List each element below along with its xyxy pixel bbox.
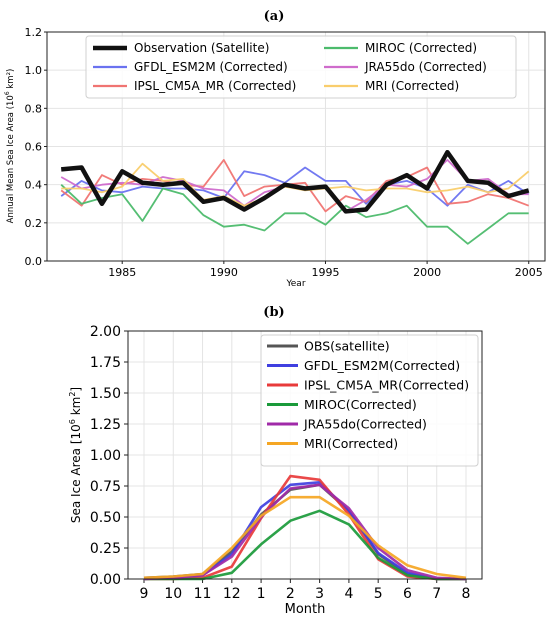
chart-panel-a: (a) 0.0 0.2 0.4 0.6 0.8 1.0 1.2 1985 1990 1995 200… [4, 9, 546, 289]
panel-a-legend-entry: JRA55do (Corrected) [364, 60, 487, 74]
panel-a-x-tick-label: 2005 [515, 266, 543, 279]
panel-b-x-tick-label: 2 [286, 586, 295, 602]
panel-b-x-tick-label: 3 [315, 586, 324, 602]
panel-a-y-tick-label: 0.6 [25, 141, 43, 154]
panel-b-x-tick-label: 10 [164, 586, 182, 602]
panel-b-x-tick-label: 6 [403, 586, 412, 602]
panel-b-y-tick-label: 2.00 [90, 324, 121, 340]
panel-b-y-tick-label: 0.50 [90, 510, 121, 526]
panel-a-x-tick-label: 1995 [311, 266, 339, 279]
panel-a-legend-entry: MIROC (Corrected) [365, 41, 477, 55]
panel-a-y-tick-label: 0.0 [25, 255, 43, 268]
panel-b-legend: OBS(satellite) GFDL_ESM2M(Corrected) IPSL_… [260, 334, 479, 467]
panel-b-legend-entry: GFDL_ESM2M(Corrected) [304, 358, 460, 373]
panel-a-series-lines [60, 149, 530, 245]
panel-a-y-tick-label: 0.2 [25, 217, 43, 230]
panel-b-y-tick-label: 0.00 [90, 572, 121, 588]
panel-b-x-tick-label: 4 [344, 586, 353, 602]
panel-a-legend: Observation (Satellite) GFDL_ESM2M (Corre… [85, 35, 517, 99]
panel-a-y-tick-label: 0.4 [25, 179, 43, 192]
panel-b-y-tick-label: 1.50 [90, 386, 121, 402]
panel-b-y-axis-label: Sea Ice Area [106 km2] [68, 387, 83, 523]
panel-a-series-line [60, 184, 529, 245]
panel-a-legend-entry: Observation (Satellite) [134, 41, 269, 55]
panel-b-x-tick-label: 7 [432, 586, 441, 602]
panel-b-legend-entry: IPSL_CM5A_MR(Corrected) [304, 378, 469, 393]
panel-b-legend-entry: MRI(Corrected) [304, 436, 398, 451]
panel-b-tick-labels: 0.00 0.25 0.50 0.75 1.00 1.25 1.50 1.75 2.00 9 10 1… [90, 324, 471, 602]
panel-a-y-tick-label: 1.2 [25, 26, 43, 39]
panel-b-x-tick-label: 1 [257, 586, 266, 602]
panel-b-legend-entry: MIROC(Corrected) [304, 397, 417, 412]
panel-a-x-tick-label: 1985 [108, 266, 136, 279]
panel-b-legend-box [260, 334, 479, 467]
panel-b-legend-entry: JRA55do(Corrected) [303, 417, 427, 432]
panel-a-legend-entry: GFDL_ESM2M (Corrected) [134, 60, 288, 74]
panel-a-label: (a) [264, 9, 285, 24]
panel-b-label: (b) [263, 305, 284, 320]
panel-a-y-axis-label: Annual Mean Sea Ice Area (106 km²) [4, 69, 16, 224]
panel-b-x-tick-label: 9 [140, 586, 149, 602]
panel-a-y-tick-label: 0.8 [25, 102, 43, 115]
panel-a-series-line [60, 149, 530, 214]
panel-a-legend-entry: MRI (Corrected) [365, 79, 459, 93]
panel-b-x-axis-label: Month [285, 602, 326, 617]
panel-b-x-tick-label: 5 [374, 586, 383, 602]
panel-a-series-line [60, 166, 530, 207]
panel-a-x-tick-label: 1990 [210, 266, 238, 279]
panel-a-tick-labels: 0.0 0.2 0.4 0.6 0.8 1.0 1.2 1985 1990 1995 2000 200… [25, 26, 543, 279]
panel-a-x-tick-label: 2000 [413, 266, 441, 279]
panel-a-legend-box [85, 35, 517, 99]
panel-b-y-tick-label: 1.75 [90, 355, 121, 371]
panel-b-x-tick-label: 12 [223, 586, 241, 602]
panel-b-x-tick-label: 11 [194, 586, 212, 602]
panel-a-x-axis-label: Year [285, 279, 305, 289]
panel-a-legend-entry: IPSL_CM5A_MR (Corrected) [134, 79, 296, 93]
panel-b-x-tick-label: 8 [462, 586, 471, 602]
panel-b-series-line [143, 495, 467, 580]
panel-a-axes-frame [46, 31, 546, 262]
panel-b-y-tick-label: 1.00 [90, 448, 121, 464]
chart-panel-b: (b) 0.00 0.25 0.50 0.75 1.00 1.25 1.50 1.75 2.00… [68, 305, 483, 617]
panel-b-y-tick-label: 1.25 [90, 417, 121, 433]
panel-a-y-tick-label: 1.0 [25, 64, 43, 77]
panel-b-y-tick-label: 0.75 [90, 479, 121, 495]
panel-b-y-tick-label: 0.25 [90, 541, 121, 557]
panel-b-axes-frame [127, 330, 483, 580]
panel-b-legend-entry: OBS(satellite) [304, 339, 390, 354]
